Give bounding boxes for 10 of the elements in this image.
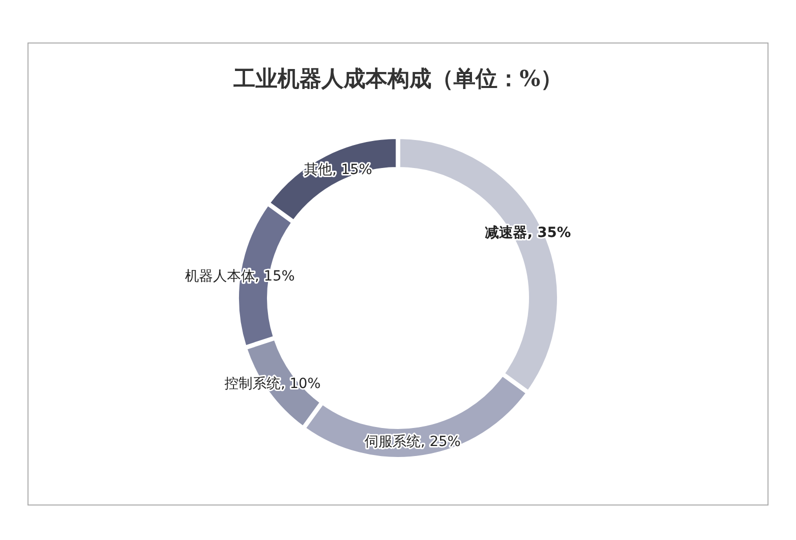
slice-label: 控制系统	[224, 376, 281, 392]
slice-label: 减速器	[485, 225, 528, 242]
chart-title: 工业机器人成本构成（单位：%）	[232, 66, 562, 92]
slice-label: 其他	[304, 162, 332, 178]
slice-label: 伺服系统	[364, 434, 421, 450]
data-label: , 25%	[420, 434, 461, 450]
data-label: , 35%	[527, 225, 571, 242]
data-label: , 10%	[280, 376, 321, 392]
data-label: , 15%	[332, 162, 372, 178]
slice-label: 机器人本体	[184, 268, 255, 284]
